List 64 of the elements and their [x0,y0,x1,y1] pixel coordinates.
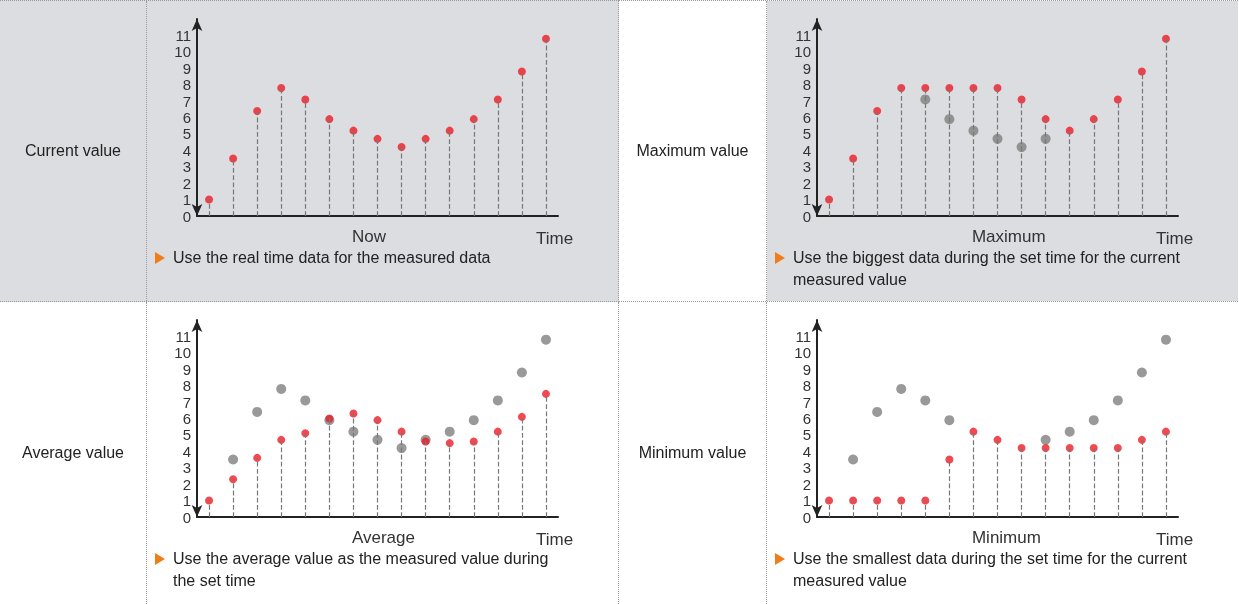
x-axis-title: Time [536,530,574,549]
y-tick-label: 6 [182,109,191,126]
y-tick-label: 7 [182,393,191,411]
y-tick-label: 5 [182,426,191,444]
y-tick-label: 3 [802,459,811,477]
y-tick-label: 2 [182,174,191,192]
y-tick-label: 2 [802,475,811,493]
y-tick-label: 0 [182,508,191,526]
y-tick-label: 4 [182,442,191,460]
y-tick-label: 1 [802,191,811,209]
y-tick-label: 0 [802,207,811,225]
y-tick-label: 11 [795,26,811,44]
text: Maximum [971,227,1046,246]
y-tick-label: 10 [794,43,811,61]
y-tick-label: 7 [802,92,811,110]
x-axis-title: Time [1156,530,1194,549]
y-tick-label: 7 [802,393,811,411]
y-tick-label: 4 [182,141,191,159]
y-tick-label: 3 [802,158,811,176]
y-tick-label: 3 [182,459,191,477]
text: Minimum value [638,444,747,462]
y-tick-label: 0 [802,508,811,526]
y-tick-label: 9 [802,360,811,378]
y-tick-label: 6 [182,410,191,427]
y-tick-label: 9 [182,59,191,77]
y-tick-label: 0 [182,207,191,225]
text: Use the biggest data during the set time for the current measured value [793,248,1181,290]
text: Now [351,227,387,246]
text: Minimum [971,528,1041,547]
y-tick-label: 4 [802,141,811,159]
y-tick-label: 1 [802,492,811,510]
text: Current value [24,142,122,160]
y-tick-label: 5 [182,125,191,143]
text: Use the smallest data during the set time for the current measured value [793,549,1188,591]
text: Use the real time data for the measured data [173,248,491,268]
y-tick-label: 9 [182,360,191,378]
text: Average [351,528,415,547]
y-tick-label: 2 [802,174,811,192]
text: Average value [22,444,124,462]
y-tick-label: 1 [182,191,191,209]
y-tick-label: 7 [182,92,191,110]
x-axis-title: Time [536,229,574,248]
y-tick-label: 11 [175,327,191,345]
y-tick-label: 10 [174,344,191,362]
x-axis-title: Time [1156,229,1194,248]
y-tick-label: 11 [795,327,811,345]
y-tick-label: 2 [182,475,191,493]
y-tick-label: 6 [802,410,811,427]
y-tick-label: 5 [802,426,811,444]
y-tick-label: 8 [182,76,191,94]
y-tick-label: 10 [174,43,191,61]
y-tick-label: 11 [175,26,191,44]
y-tick-label: 5 [802,125,811,143]
y-tick-label: 10 [794,344,811,362]
text: Maximum value [636,142,749,160]
text: Use the average value as the measured value during the set time [173,549,550,591]
y-tick-label: 8 [802,76,811,94]
y-tick-label: 4 [802,442,811,460]
y-tick-label: 8 [802,377,811,395]
y-tick-label: 6 [802,109,811,126]
y-tick-label: 3 [182,158,191,176]
y-tick-label: 1 [182,492,191,510]
y-tick-label: 9 [802,59,811,77]
y-tick-label: 8 [182,377,191,395]
